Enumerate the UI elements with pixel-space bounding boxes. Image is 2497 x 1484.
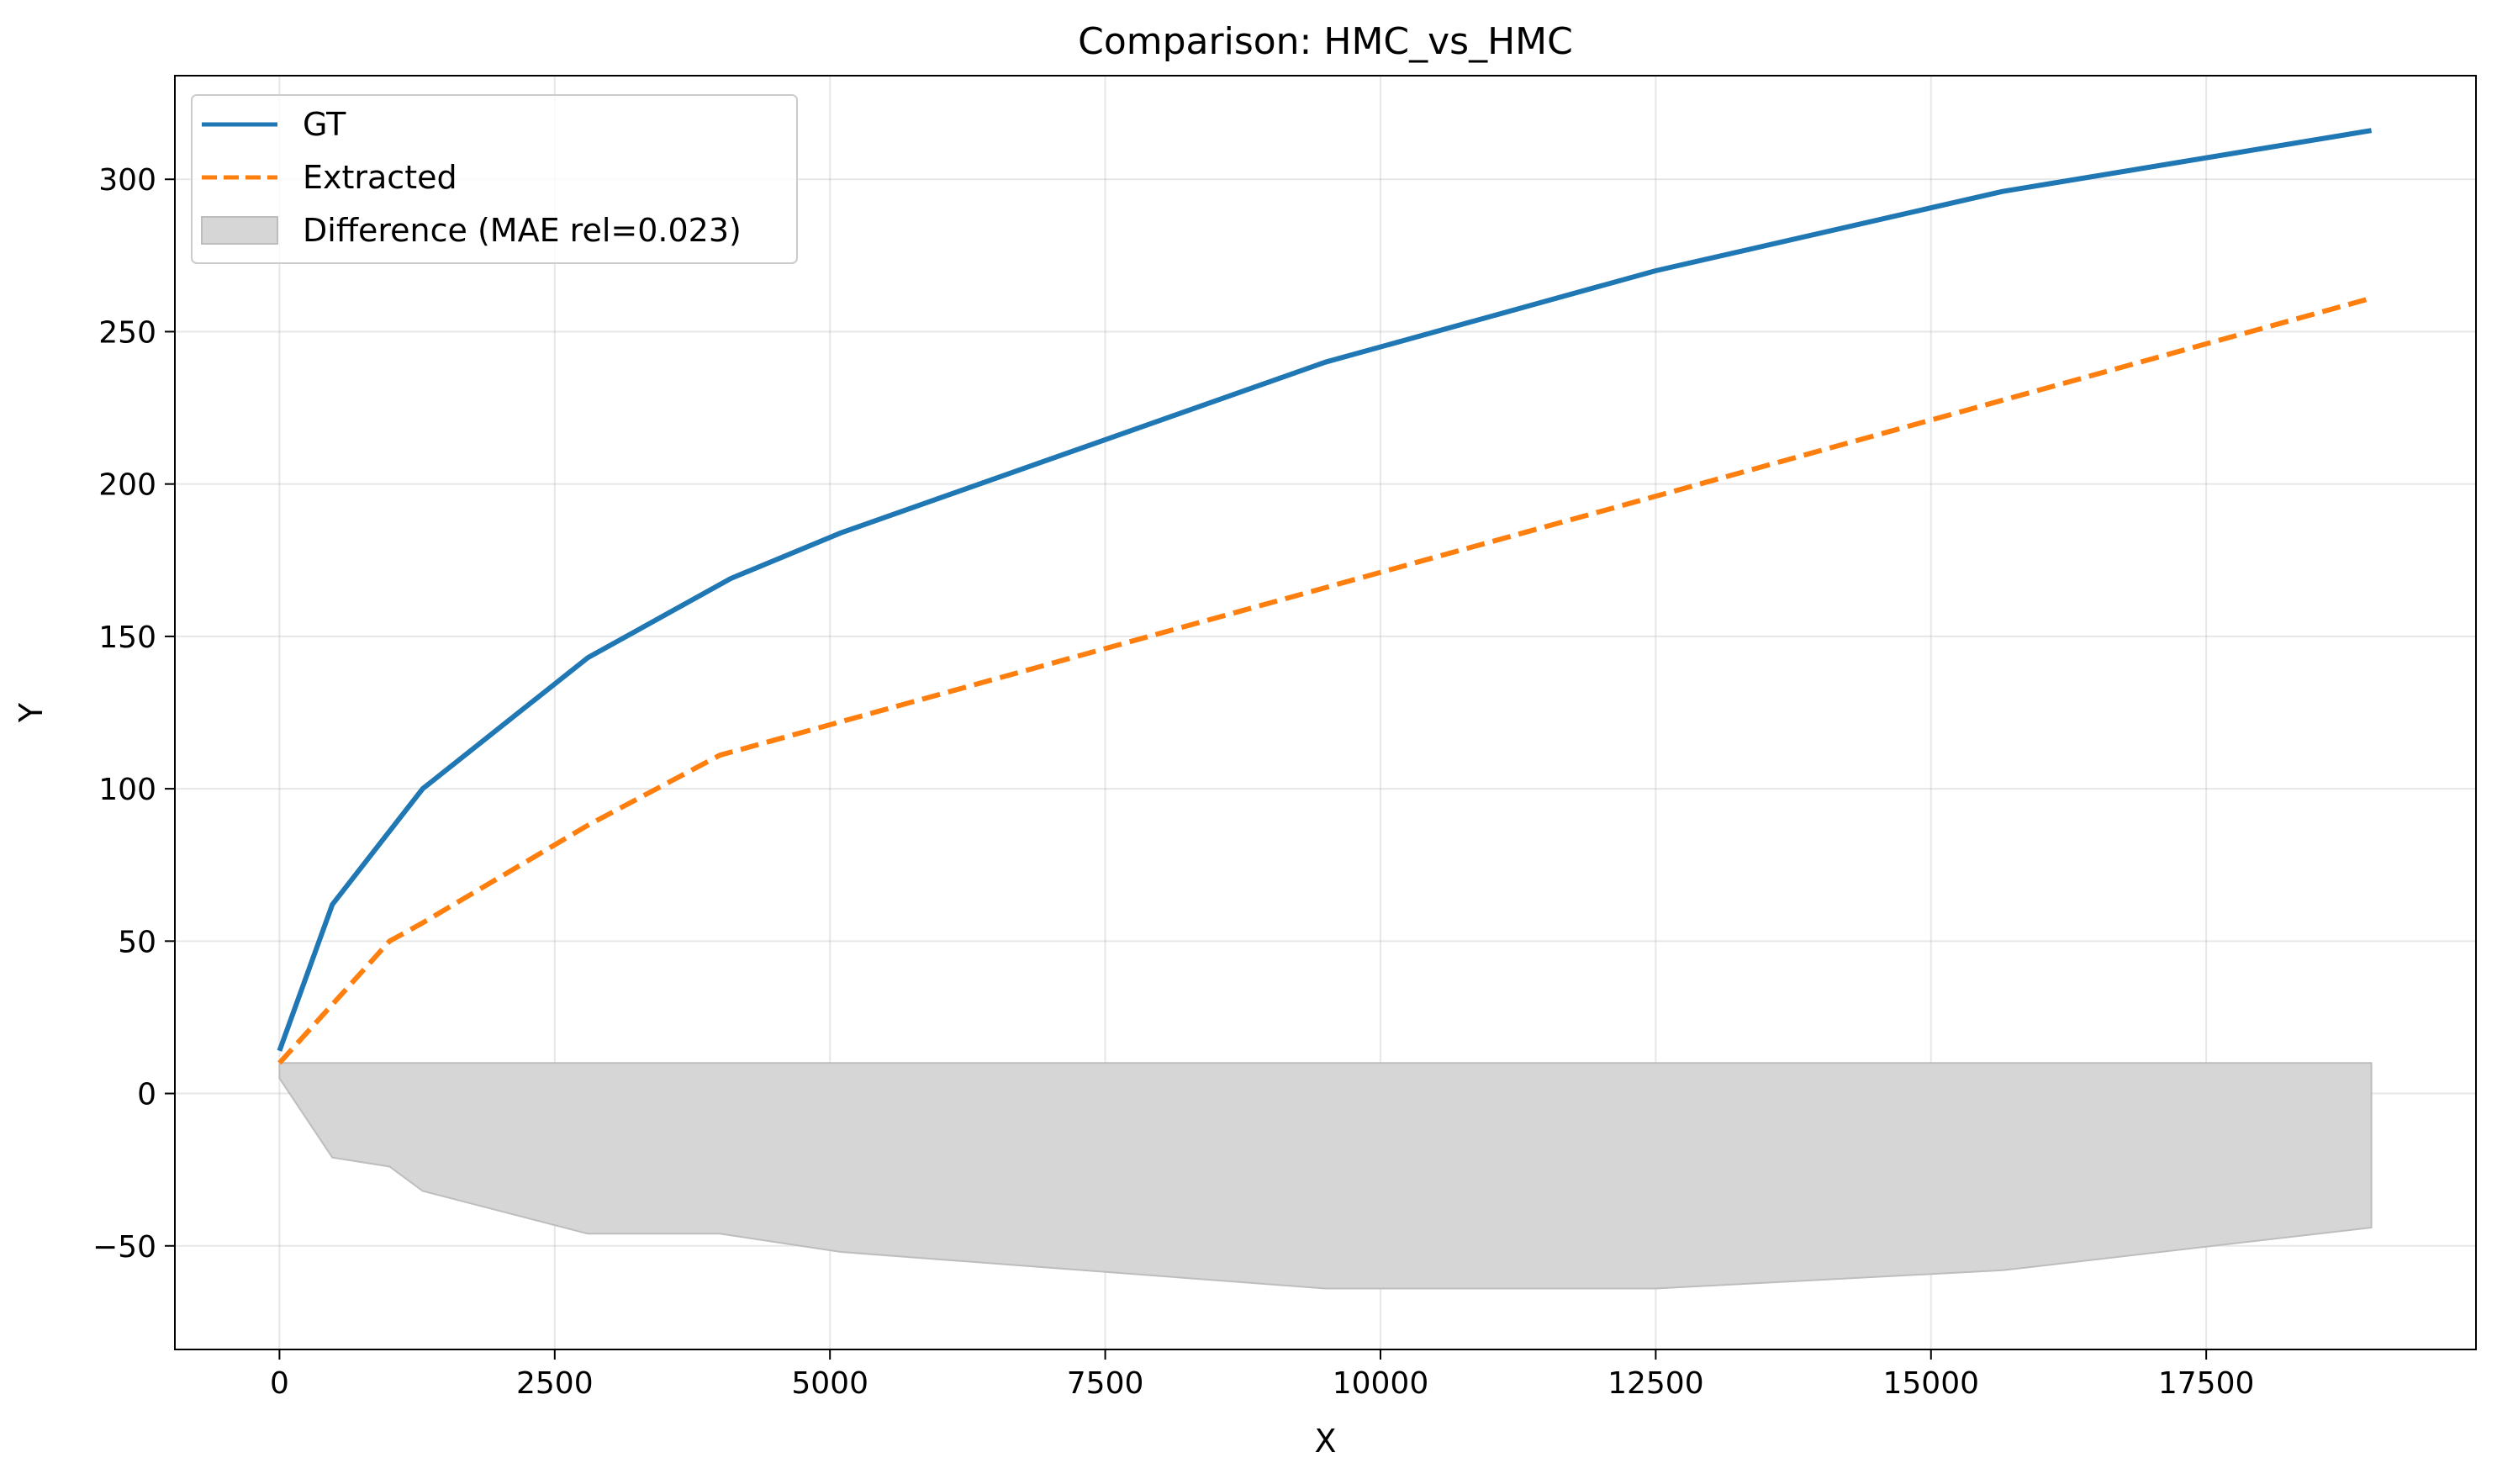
series-layer bbox=[277, 128, 2373, 1065]
x-tick-label: 17500 bbox=[2158, 1366, 2255, 1401]
chart-title: Comparison: HMC_vs_HMC bbox=[1078, 20, 1573, 63]
y-tick-label: 250 bbox=[98, 315, 156, 350]
y-tick-label: 50 bbox=[118, 925, 156, 959]
x-axis-title: X bbox=[1314, 1423, 1336, 1460]
difference-band bbox=[278, 1062, 2373, 1290]
legend-difference-label: Difference (MAE rel=0.023) bbox=[303, 212, 742, 249]
legend: GT Extracted Difference (MAE rel=0.023) bbox=[191, 94, 798, 264]
y-tick-label: 150 bbox=[98, 621, 156, 655]
legend-gt-label: GT bbox=[303, 106, 346, 143]
series-line-extracted bbox=[277, 295, 2373, 1065]
legend-difference-swatch bbox=[201, 216, 278, 245]
difference-band-layer bbox=[278, 1062, 2373, 1290]
plot-area-frame bbox=[174, 75, 2477, 1350]
y-tick-label: 0 bbox=[137, 1078, 156, 1112]
x-tick-label: 10000 bbox=[1333, 1366, 1429, 1401]
series-line-gt bbox=[277, 128, 2373, 1052]
y-axis-title: Y bbox=[13, 702, 50, 723]
x-tick-label: 5000 bbox=[791, 1366, 868, 1401]
legend-extracted-label: Extracted bbox=[303, 159, 457, 196]
x-tick-label: 12500 bbox=[1607, 1366, 1704, 1401]
x-tick-label: 2500 bbox=[516, 1366, 594, 1401]
x-tick-label: 15000 bbox=[1882, 1366, 1979, 1401]
y-tick-label: 100 bbox=[98, 773, 156, 807]
ticks: 0 2500 5000 7500 10000 12500 15000 17500 −50 0 50 1… bbox=[92, 163, 2254, 1401]
legend-box bbox=[191, 94, 798, 264]
y-tick-label: −50 bbox=[92, 1230, 156, 1265]
x-tick-label: 7500 bbox=[1067, 1366, 1144, 1401]
y-tick-label: 200 bbox=[98, 468, 156, 503]
x-tick-label: 0 bbox=[270, 1366, 289, 1401]
y-tick-label: 300 bbox=[98, 163, 156, 198]
